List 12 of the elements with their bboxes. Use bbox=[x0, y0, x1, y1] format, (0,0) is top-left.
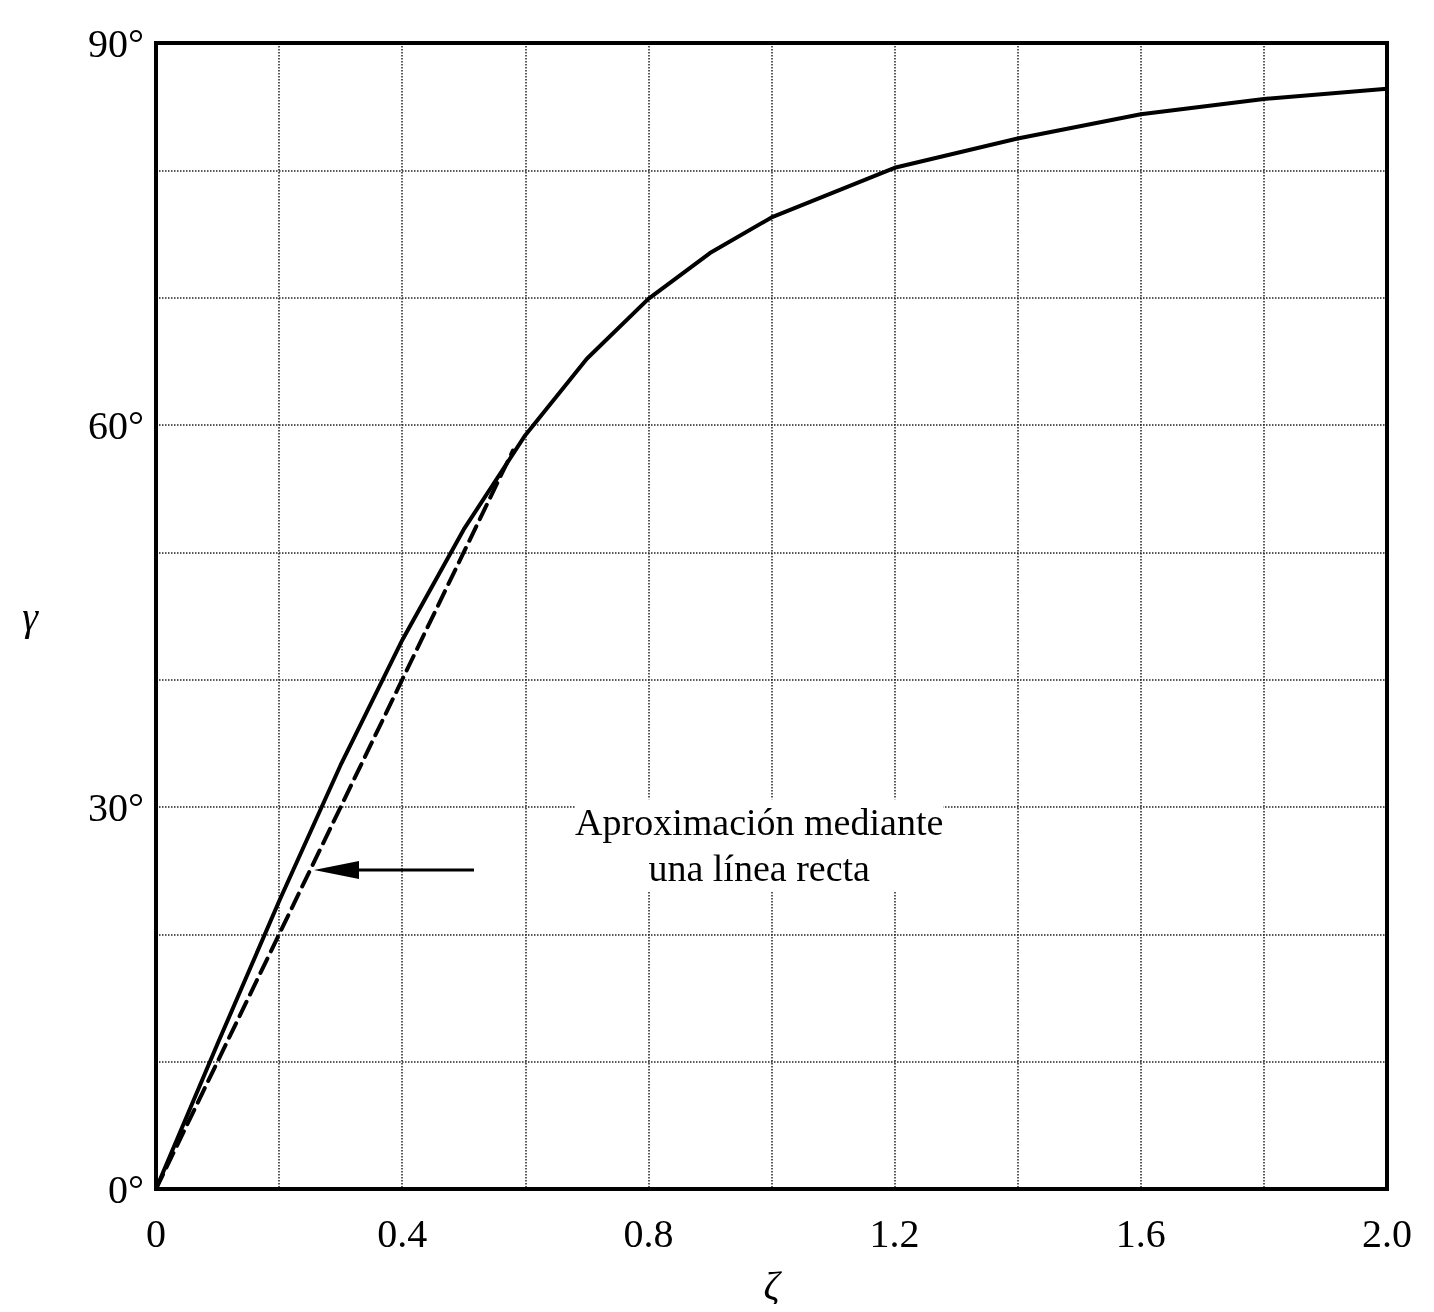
y-tick-label: 60° bbox=[88, 402, 144, 448]
y-tick-label: 0° bbox=[108, 1166, 144, 1212]
y-axis-title: γ bbox=[22, 593, 40, 639]
x-tick-label: 1.2 bbox=[869, 1210, 920, 1256]
x-tick-label: 2.0 bbox=[1362, 1210, 1412, 1256]
x-tick-label: 0.4 bbox=[377, 1210, 428, 1256]
annotation: Aproximación mediante una línea recta bbox=[575, 801, 944, 890]
x-tick-label: 0 bbox=[146, 1210, 166, 1256]
y-tick-label: 90° bbox=[88, 20, 144, 66]
x-tick-label: 1.6 bbox=[1115, 1210, 1166, 1256]
x-tick-label: 0.8 bbox=[623, 1210, 674, 1256]
y-tick-label: 30° bbox=[88, 784, 144, 830]
